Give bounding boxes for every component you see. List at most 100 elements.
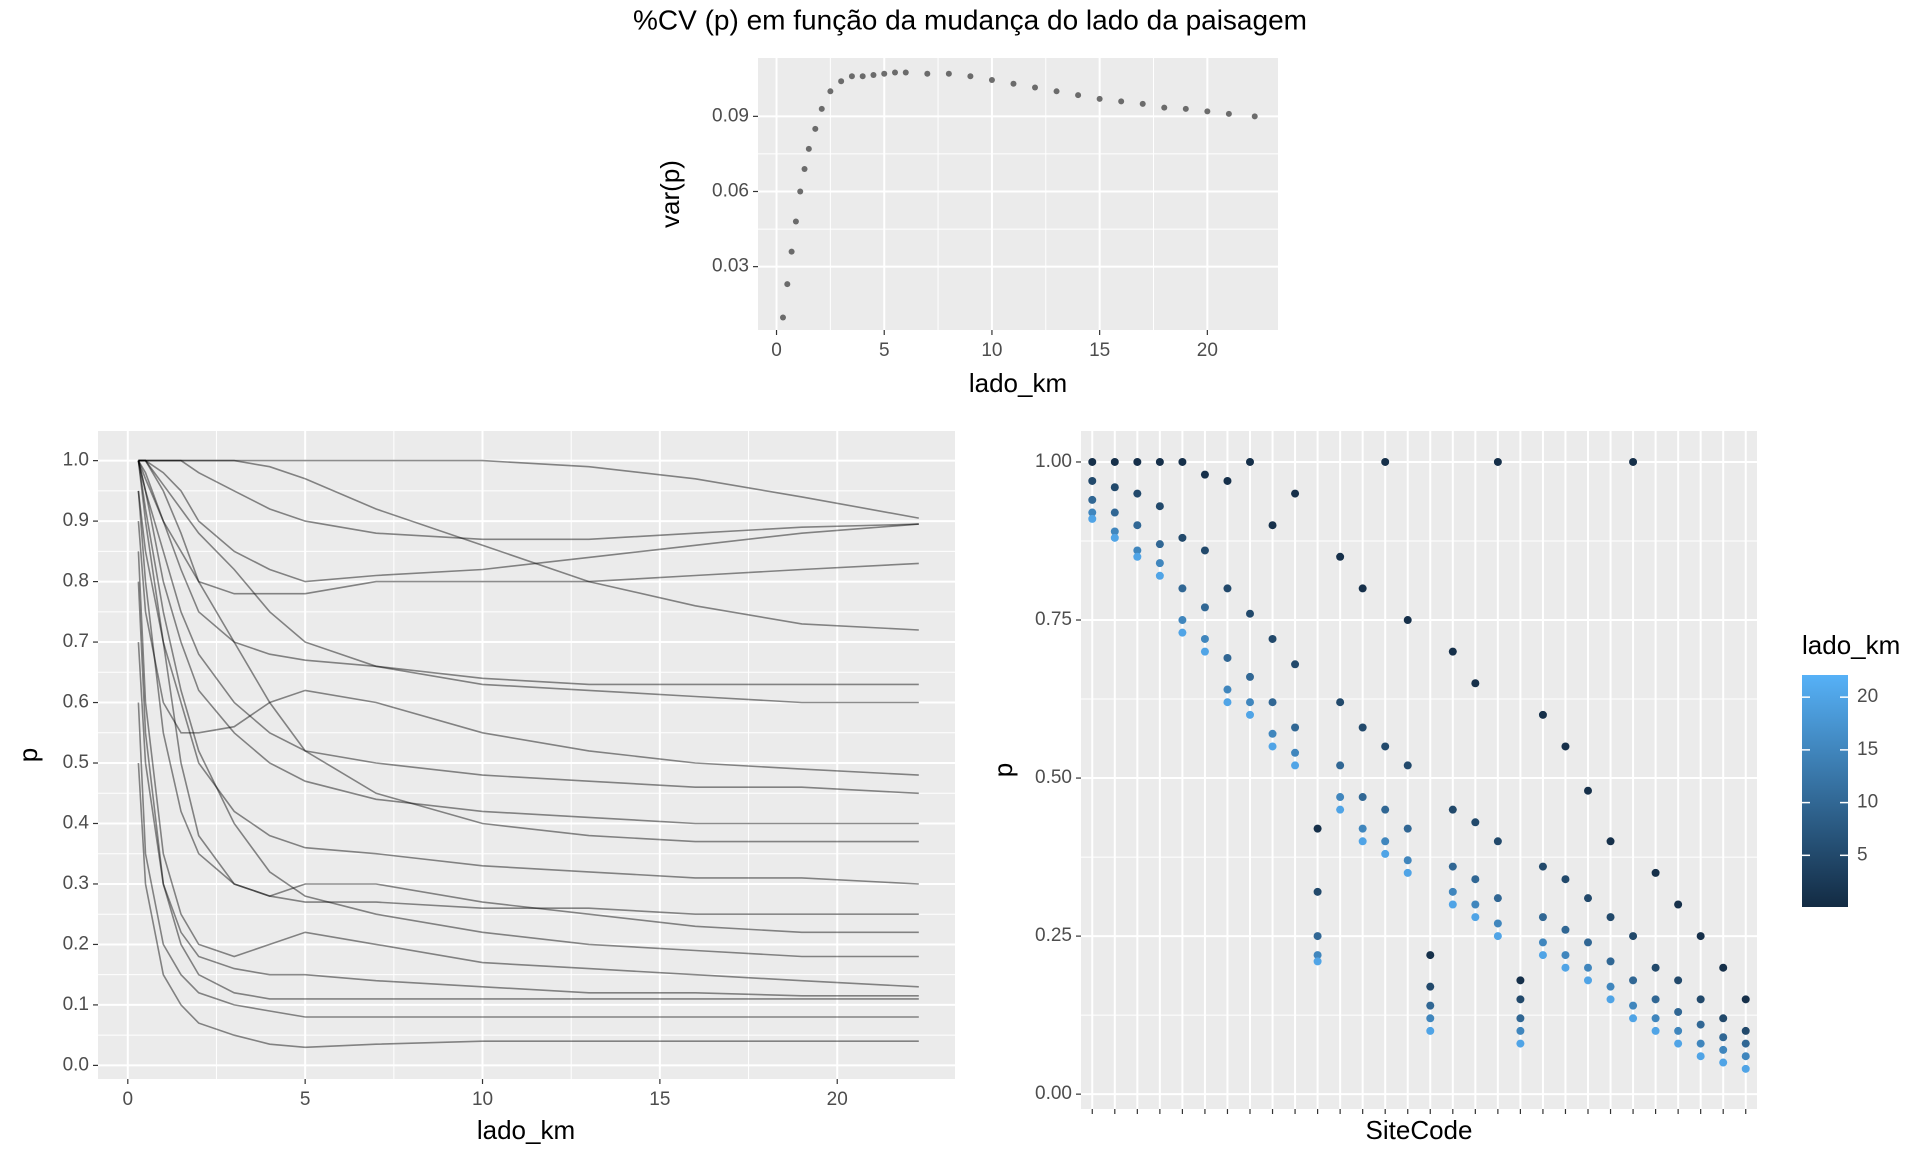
point xyxy=(1426,1014,1435,1023)
x-tick-label: 5 xyxy=(879,340,890,361)
point xyxy=(1448,862,1457,871)
point xyxy=(1651,1014,1660,1023)
point xyxy=(1538,951,1547,960)
point xyxy=(1178,457,1187,466)
y-axis-title: var(p) xyxy=(655,160,685,228)
point xyxy=(1696,1020,1705,1029)
point xyxy=(1561,963,1570,972)
point xyxy=(1133,489,1142,498)
point xyxy=(1251,113,1258,120)
point xyxy=(1223,476,1232,485)
point xyxy=(988,77,995,84)
y-tick-label: 0.00 xyxy=(1035,1083,1072,1104)
point xyxy=(1155,457,1164,466)
point xyxy=(1268,521,1277,530)
point xyxy=(1246,710,1254,719)
point xyxy=(1448,900,1457,909)
point xyxy=(1155,571,1164,580)
y-tick-label: 1.00 xyxy=(1035,451,1072,472)
point xyxy=(1268,634,1277,643)
point xyxy=(1291,761,1300,770)
line xyxy=(138,459,919,519)
point xyxy=(1358,793,1367,802)
point xyxy=(1516,976,1525,985)
y-tick-label: 0.1 xyxy=(63,994,89,1015)
point xyxy=(945,70,952,77)
point xyxy=(1336,698,1345,707)
x-tick-label: 20 xyxy=(827,1089,848,1110)
x-tick-label: 5 xyxy=(300,1089,311,1110)
y-tick-label: 0.9 xyxy=(63,510,89,531)
point xyxy=(779,314,786,321)
y-tick-label: 0.2 xyxy=(63,933,89,954)
point xyxy=(1381,849,1390,858)
line xyxy=(137,460,919,704)
point xyxy=(1651,868,1660,877)
legend-title: lado_km xyxy=(1802,630,1900,660)
point xyxy=(1223,584,1232,593)
point xyxy=(1178,628,1187,637)
point xyxy=(1471,900,1480,909)
point xyxy=(1200,603,1209,612)
point xyxy=(812,125,819,132)
panel xyxy=(98,431,955,1079)
point xyxy=(1313,824,1322,833)
point xyxy=(1096,95,1103,102)
point xyxy=(1336,805,1345,814)
point xyxy=(1268,698,1277,707)
point xyxy=(1493,919,1502,928)
point xyxy=(1403,824,1412,833)
point xyxy=(1155,502,1164,511)
line xyxy=(137,490,919,915)
point xyxy=(1118,98,1125,105)
point xyxy=(1075,92,1082,99)
point xyxy=(1561,875,1570,884)
point xyxy=(1651,963,1660,972)
point xyxy=(1538,710,1547,719)
point xyxy=(805,145,812,152)
plot-background xyxy=(758,58,1278,330)
point xyxy=(1629,1001,1638,1010)
point xyxy=(1403,856,1412,865)
x-tick-label: 20 xyxy=(1197,340,1218,361)
point xyxy=(1629,1014,1638,1023)
line xyxy=(137,460,919,825)
y-tick-label: 0.4 xyxy=(63,813,90,834)
point xyxy=(1178,533,1187,542)
point xyxy=(1426,1026,1435,1035)
point xyxy=(1538,913,1547,922)
x-axis-title: lado_km xyxy=(969,368,1067,398)
point xyxy=(1651,1026,1660,1035)
line xyxy=(137,460,919,934)
point xyxy=(1719,1014,1728,1023)
line xyxy=(137,642,919,997)
point xyxy=(1426,982,1435,991)
point xyxy=(1741,1039,1750,1048)
colorbar-tick-label: 15 xyxy=(1857,739,1878,760)
point xyxy=(1471,875,1480,884)
point xyxy=(1053,88,1060,95)
point xyxy=(801,165,808,172)
point xyxy=(1538,862,1547,871)
point xyxy=(1313,951,1322,960)
line xyxy=(137,581,919,1000)
point xyxy=(1088,495,1097,504)
line xyxy=(137,762,919,1049)
point xyxy=(1178,584,1187,593)
point xyxy=(892,69,899,76)
x-tick-label: 10 xyxy=(472,1089,493,1110)
point xyxy=(1200,647,1209,656)
x-axis-title: SiteCode xyxy=(1366,1115,1473,1145)
point xyxy=(1719,1045,1728,1054)
y-tick-label: 0.0 xyxy=(63,1054,89,1075)
x-tick-label: 0 xyxy=(771,340,782,361)
point xyxy=(1381,837,1390,846)
y-tick-label: 0.75 xyxy=(1035,609,1072,630)
y-tick-label: 0.3 xyxy=(63,873,89,894)
point xyxy=(1336,793,1345,802)
point xyxy=(1358,837,1367,846)
x-axis-title: lado_km xyxy=(477,1115,575,1145)
point xyxy=(1448,805,1457,814)
x-tick-label: 0 xyxy=(123,1089,134,1110)
